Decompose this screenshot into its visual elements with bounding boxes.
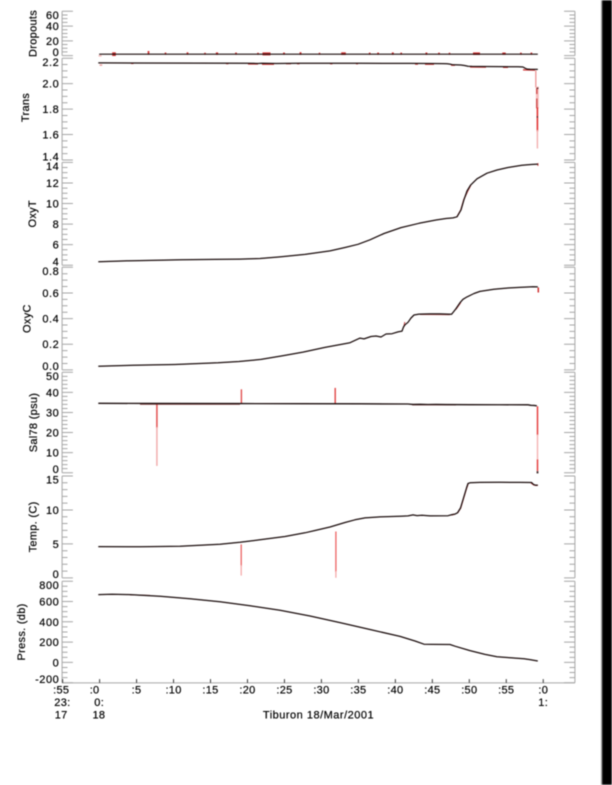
svg-text:12: 12 — [46, 178, 59, 190]
svg-text:Dropouts: Dropouts — [27, 10, 39, 57]
svg-text:8: 8 — [53, 219, 60, 231]
svg-text:0: 0 — [53, 47, 60, 59]
svg-text::25: :25 — [276, 685, 292, 697]
svg-text:OxyC: OxyC — [22, 304, 34, 333]
svg-text:40: 40 — [46, 387, 59, 399]
svg-text:1:: 1: — [538, 697, 548, 709]
svg-text:6: 6 — [53, 240, 60, 252]
svg-text::45: :45 — [424, 685, 440, 697]
svg-text:0: 0 — [53, 464, 60, 476]
svg-text:Tiburon 18/Mar/2001: Tiburon 18/Mar/2001 — [263, 710, 374, 722]
svg-text:14: 14 — [46, 161, 59, 173]
svg-text:40: 40 — [46, 21, 59, 33]
svg-text:10: 10 — [46, 198, 59, 210]
svg-text:0: 0 — [53, 657, 60, 669]
svg-text::0: :0 — [90, 685, 100, 697]
svg-text:1.4: 1.4 — [42, 151, 59, 163]
svg-text:60: 60 — [46, 10, 59, 22]
svg-text::55: :55 — [498, 685, 514, 697]
svg-text:0.8: 0.8 — [42, 266, 59, 278]
svg-text:10: 10 — [46, 505, 59, 517]
svg-text::0: :0 — [538, 685, 548, 697]
svg-text::30: :30 — [313, 685, 329, 697]
svg-text:0: 0 — [53, 569, 60, 581]
svg-text:2.2: 2.2 — [42, 57, 59, 69]
svg-text::50: :50 — [461, 685, 477, 697]
svg-text::15: :15 — [202, 685, 218, 697]
svg-text:0:: 0: — [94, 697, 104, 709]
svg-text:20: 20 — [46, 36, 59, 48]
svg-text:400: 400 — [39, 617, 59, 629]
svg-text:10: 10 — [46, 448, 59, 460]
svg-text:Temp. (C): Temp. (C) — [28, 501, 40, 552]
svg-text::40: :40 — [387, 685, 403, 697]
svg-text:Trans: Trans — [20, 93, 32, 122]
svg-text:1.8: 1.8 — [42, 104, 59, 116]
svg-text::5: :5 — [132, 685, 142, 697]
svg-text:-200: -200 — [35, 674, 59, 686]
svg-text:OxyT: OxyT — [27, 200, 39, 227]
svg-text:15: 15 — [46, 475, 59, 487]
svg-text:5: 5 — [53, 539, 60, 551]
svg-text:23:: 23: — [54, 697, 70, 709]
svg-text:200: 200 — [39, 637, 59, 649]
svg-text::20: :20 — [239, 685, 255, 697]
svg-text:1.6: 1.6 — [42, 130, 59, 142]
svg-text:0.6: 0.6 — [42, 288, 59, 300]
svg-text::10: :10 — [165, 685, 181, 697]
svg-text:50: 50 — [46, 371, 59, 383]
svg-text:4: 4 — [53, 256, 60, 268]
svg-text:800: 800 — [39, 580, 59, 592]
svg-text:17: 17 — [55, 710, 68, 722]
svg-text:18: 18 — [92, 710, 105, 722]
svg-text:Press. (db): Press. (db) — [16, 603, 28, 660]
svg-text:0.0: 0.0 — [42, 361, 59, 373]
svg-text:30: 30 — [46, 407, 59, 419]
svg-text:0.4: 0.4 — [42, 314, 59, 326]
svg-text:2.0: 2.0 — [42, 79, 59, 91]
svg-text::35: :35 — [350, 685, 366, 697]
svg-text:0.2: 0.2 — [42, 339, 59, 351]
svg-text:Sal78 (psu): Sal78 (psu) — [28, 393, 40, 453]
svg-text:600: 600 — [39, 596, 59, 608]
svg-text:20: 20 — [46, 427, 59, 439]
svg-text::55: :55 — [53, 685, 69, 697]
